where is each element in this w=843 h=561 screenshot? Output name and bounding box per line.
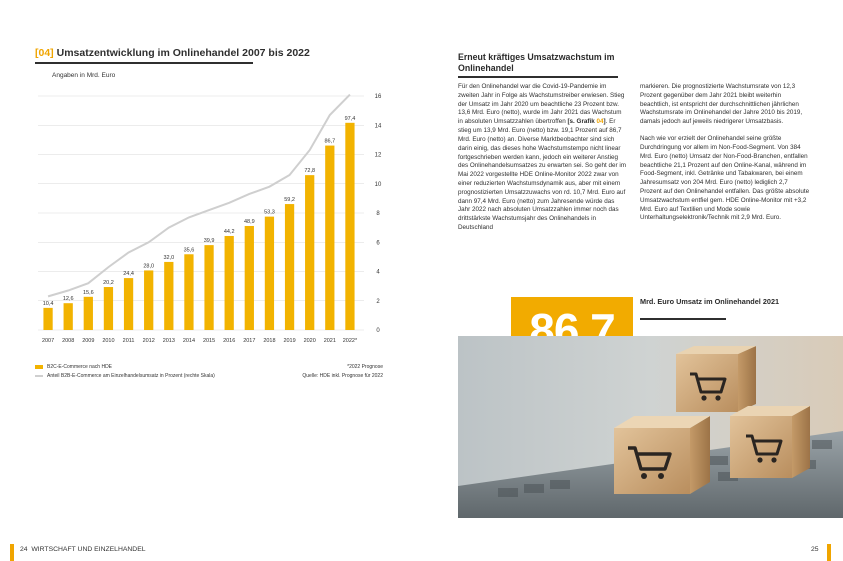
chart-number: [04] bbox=[35, 47, 54, 59]
chart-title-text: Umsatzentwicklung im Onlinehandel 2007 b… bbox=[56, 47, 310, 59]
bar bbox=[305, 175, 315, 330]
bar bbox=[63, 303, 73, 330]
bar-value-label: 39,9 bbox=[204, 238, 215, 244]
category-label: 2015 bbox=[203, 338, 215, 344]
category-label: 2019 bbox=[283, 338, 295, 344]
note-forecast: *2022 Prognose bbox=[347, 364, 383, 370]
bar-value-label: 15,6 bbox=[83, 290, 94, 296]
category-label: 2008 bbox=[62, 338, 74, 344]
note-source: Quelle: HDE inkl. Prognose für 2022 bbox=[302, 373, 383, 379]
category-label: 2011 bbox=[123, 338, 135, 344]
big-number-caption: Mrd. Euro Umsatz im Onlinehandel 2021 bbox=[640, 297, 780, 306]
bar-value-label: 53,3 bbox=[264, 210, 275, 216]
legend-share-label: Anteil B2B-E-Commerce am Einzelhandelsum… bbox=[47, 373, 215, 379]
right-tick-label: 2 bbox=[376, 299, 380, 305]
bar bbox=[83, 296, 93, 330]
legend-b2c-label: B2C-E-Commerce nach HDE bbox=[47, 364, 113, 370]
box-back-right bbox=[730, 406, 810, 478]
legend-swatch-line bbox=[35, 374, 43, 377]
cart-icon-2 bbox=[628, 446, 672, 471]
category-label: 2012 bbox=[143, 338, 155, 344]
legend-b2c: B2C-E-Commerce nach HDE bbox=[35, 364, 112, 370]
category-label: 2010 bbox=[102, 338, 114, 344]
bar-value-label: 72,8 bbox=[304, 168, 315, 174]
bar bbox=[144, 270, 154, 330]
right-tick-label: 16 bbox=[375, 94, 382, 100]
bar bbox=[103, 287, 114, 330]
bar-value-label: 24,4 bbox=[123, 271, 134, 277]
bar bbox=[164, 261, 174, 330]
chart-reference: [s. Grafik 04] bbox=[567, 118, 605, 125]
bar bbox=[184, 254, 194, 330]
bar-value-label: 32,0 bbox=[163, 255, 174, 261]
right-tick-label: 14 bbox=[375, 123, 382, 129]
bar bbox=[123, 278, 134, 330]
col1-text-b: . Er stieg um 13,9 Mrd. Euro (netto) bzw… bbox=[458, 118, 627, 231]
category-label: 2017 bbox=[243, 338, 255, 344]
legend-swatch-bar bbox=[35, 364, 43, 369]
col1-text-a: Für den Onlinehandel war die Covid-19-Pa… bbox=[458, 83, 625, 126]
footer-left: 24 WIRTSCHAFT UND EINZELHANDEL bbox=[20, 546, 146, 553]
text-column-2: markieren. Die prognostizierte Wachstums… bbox=[640, 83, 810, 231]
bar bbox=[43, 307, 53, 330]
article-title: Erneut kräftiges Umsatzwachstum im Onlin… bbox=[458, 52, 615, 73]
box-front bbox=[614, 416, 710, 494]
category-label: 2022* bbox=[343, 338, 358, 344]
bar-value-label: 28,0 bbox=[143, 263, 154, 269]
category-label: 2016 bbox=[223, 338, 235, 344]
legend-share: Anteil B2B-E-Commerce am Einzelhandelsum… bbox=[35, 373, 215, 379]
right-tick-label: 6 bbox=[376, 240, 380, 246]
bar-value-label: 20,2 bbox=[103, 280, 114, 286]
category-label: 2009 bbox=[82, 338, 94, 344]
right-tick-label: 4 bbox=[376, 270, 380, 276]
bar-value-label: 97,4 bbox=[345, 116, 356, 122]
box-back-left bbox=[676, 346, 756, 412]
category-label: 2007 bbox=[42, 338, 54, 344]
bar bbox=[204, 245, 214, 330]
bar-value-label: 44,2 bbox=[224, 229, 235, 235]
article-title-rule bbox=[458, 76, 618, 78]
right-tick-label: 10 bbox=[375, 182, 382, 188]
right-tick-label: 12 bbox=[375, 153, 382, 159]
bar bbox=[325, 145, 335, 330]
bar-value-label: 48,9 bbox=[244, 219, 255, 225]
bar bbox=[244, 225, 254, 330]
cart-icon-3 bbox=[746, 434, 783, 456]
bar bbox=[224, 235, 234, 330]
footer-accent-right bbox=[827, 544, 831, 561]
revenue-chart: 0 2 4 6 8 10 12 14 16 10,4 2007 12,6 2008 15,6 2009 20,… bbox=[38, 93, 382, 344]
bar bbox=[284, 204, 295, 330]
right-tick-label: 0 bbox=[376, 328, 380, 334]
chart-title-rule bbox=[35, 62, 253, 64]
share-line bbox=[47, 93, 351, 298]
bar-value-label: 59,2 bbox=[284, 197, 295, 203]
ref-number: 04 bbox=[596, 118, 604, 126]
category-label: 2013 bbox=[163, 338, 175, 344]
category-label: 2018 bbox=[263, 338, 275, 344]
footer-accent-left bbox=[10, 544, 14, 561]
col2-paragraph-2: Nach wie vor erzielt der Onlinehandel se… bbox=[640, 135, 810, 222]
right-tick-label: 8 bbox=[376, 211, 380, 217]
category-label: 2014 bbox=[183, 338, 195, 344]
ref-prefix: [s. Grafik bbox=[567, 118, 597, 126]
cart-icon-1 bbox=[690, 372, 727, 394]
big-caption-rule bbox=[640, 318, 726, 320]
chart-subtitle: Angaben in Mrd. Euro bbox=[52, 72, 116, 79]
footer-section: WIRTSCHAFT UND EINZELHANDEL bbox=[31, 546, 146, 553]
bar-value-label: 86,7 bbox=[324, 139, 335, 145]
shopping-boxes-photo bbox=[458, 336, 843, 518]
text-column-1: Für den Onlinehandel war die Covid-19-Pa… bbox=[458, 83, 628, 241]
bar bbox=[264, 216, 275, 330]
bar-value-label: 10,4 bbox=[43, 301, 54, 307]
ref-suffix: ] bbox=[603, 118, 606, 126]
category-label: 2020 bbox=[304, 338, 316, 344]
page-number-right: 25 bbox=[811, 546, 819, 553]
chart-title: [04] Umsatzentwicklung im Onlinehandel 2… bbox=[35, 47, 310, 59]
bar bbox=[345, 122, 355, 330]
category-label: 2021 bbox=[324, 338, 336, 344]
bar-value-label: 12,6 bbox=[63, 296, 74, 302]
bar-value-label: 35,6 bbox=[184, 247, 195, 253]
col2-paragraph-1: markieren. Die prognostizierte Wachstums… bbox=[640, 83, 803, 126]
page-number-left: 24 bbox=[20, 546, 28, 553]
